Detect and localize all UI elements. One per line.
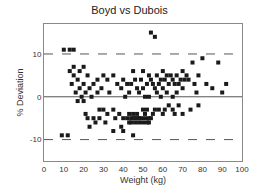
svg-text:40: 40	[119, 165, 128, 174]
svg-text:Weight (kg): Weight (kg)	[120, 175, 166, 185]
svg-text:-10: -10	[30, 135, 42, 144]
svg-text:30: 30	[99, 165, 108, 174]
svg-text:20: 20	[79, 165, 88, 174]
svg-text:50: 50	[139, 165, 148, 174]
svg-text:90: 90	[218, 165, 227, 174]
svg-text:100: 100	[235, 165, 249, 174]
svg-text:70: 70	[178, 165, 187, 174]
svg-text:% Deviation: % Deviation	[15, 68, 25, 116]
svg-text:60: 60	[158, 165, 167, 174]
svg-text:80: 80	[198, 165, 207, 174]
svg-text:0: 0	[37, 93, 42, 102]
svg-text:0: 0	[42, 165, 47, 174]
svg-text:Boyd vs Dubois: Boyd vs Dubois	[91, 4, 168, 16]
svg-text:10: 10	[32, 50, 41, 59]
svg-text:10: 10	[59, 165, 68, 174]
